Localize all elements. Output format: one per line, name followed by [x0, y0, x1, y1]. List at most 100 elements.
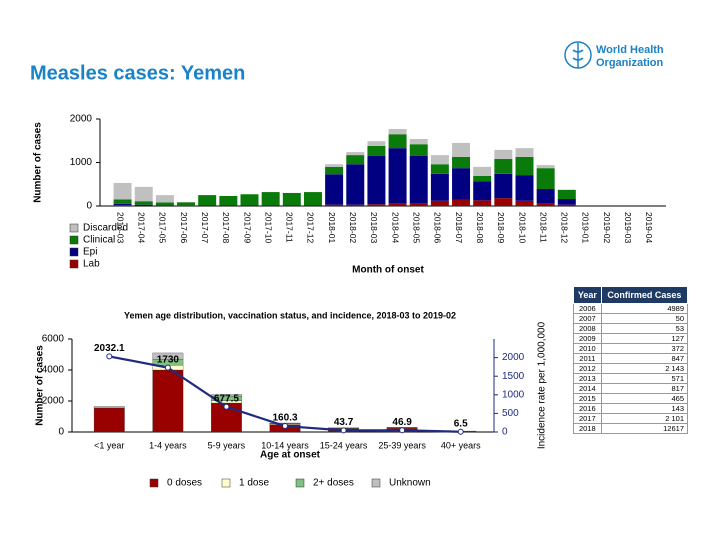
- table-cell: 847: [600, 353, 689, 364]
- x-tick-label: 2018-07: [454, 212, 464, 243]
- x-tick-label: 2019-03: [623, 212, 633, 243]
- bar-segment: [113, 199, 132, 204]
- x-axis-label: Age at onset: [260, 450, 321, 461]
- table-cell: 2 143: [600, 363, 689, 374]
- y-tick-label: 0: [86, 201, 92, 212]
- table-row: 2011 847: [573, 353, 689, 364]
- bar-segment: [211, 394, 242, 397]
- table-row: 2006 4989: [573, 303, 689, 314]
- bar-segment: [388, 148, 407, 204]
- x-tick-label: 2017-06: [179, 212, 189, 243]
- incidence-label: 6.5: [454, 418, 468, 429]
- incidence-point: [457, 428, 464, 435]
- x-tick-label: 2017-05: [158, 212, 168, 243]
- incidence-point: [340, 427, 347, 434]
- y2-tick-label: 0: [502, 427, 508, 438]
- bar-segment: [155, 202, 174, 206]
- bar-segment: [452, 199, 471, 206]
- table-cell: 2 101: [600, 413, 689, 424]
- y-tick-label: 4000: [42, 365, 65, 376]
- x-tick-label: 2018-02: [348, 212, 358, 243]
- x-tick-label: 5-9 years: [208, 440, 246, 450]
- bar-segment: [346, 152, 365, 156]
- bar-segment: [409, 155, 428, 204]
- legend-swatch: [371, 478, 381, 488]
- legend-swatch: [149, 478, 159, 488]
- bar-segment: [113, 182, 132, 200]
- bar-segment: [557, 189, 576, 200]
- bar-segment: [346, 155, 365, 165]
- y-axis-label: Number of cases: [35, 345, 46, 426]
- logo-text: World Health: [596, 44, 664, 56]
- table-cell: 2011: [573, 353, 602, 364]
- table-cell: 2010: [573, 343, 602, 354]
- bar-segment: [452, 156, 471, 169]
- table-cell: 2012: [573, 363, 602, 374]
- bar-segment: [515, 148, 534, 157]
- bar-segment: [473, 181, 492, 201]
- bar-segment: [409, 139, 428, 145]
- bar-segment: [494, 159, 513, 174]
- legend-swatch: [69, 259, 79, 269]
- x-tick-label: 40+ years: [441, 440, 481, 450]
- table-row: 2013 571: [573, 373, 689, 384]
- incidence-label: 43.7: [334, 417, 354, 428]
- bar-segment: [303, 192, 322, 206]
- x-tick-label: 2018-12: [560, 212, 570, 243]
- table-cell: 817: [600, 383, 689, 394]
- logo-text: Organization: [596, 57, 664, 69]
- x-tick-label: 2018-05: [411, 212, 421, 243]
- legend-label: Epi: [83, 247, 97, 258]
- logo-emblem: [564, 41, 592, 69]
- table-row: 2010 372: [573, 343, 689, 354]
- incidence-point: [399, 427, 406, 434]
- bar-segment: [388, 134, 407, 149]
- bar-segment: [473, 166, 492, 176]
- table-row: 2018 12617: [573, 423, 689, 434]
- bar-segment: [409, 203, 428, 206]
- x-tick-label: 2017-09: [242, 212, 252, 243]
- x-tick-label: <1 year: [94, 440, 124, 450]
- bar-segment: [452, 168, 471, 200]
- x-tick-label: 2018-09: [496, 212, 506, 243]
- y-tick-label: 6000: [42, 334, 65, 345]
- bar-segment: [388, 129, 407, 135]
- bar-segment: [134, 204, 153, 206]
- table-row: 2016 143: [573, 403, 689, 414]
- bar-segment: [367, 204, 386, 206]
- bar-segment: [219, 195, 238, 206]
- x-tick-label: 1-4 years: [149, 440, 187, 450]
- y2-tick-label: 1500: [502, 371, 525, 382]
- x-tick-label: 2019-04: [644, 212, 654, 243]
- x-tick-label: 2017-11: [285, 212, 295, 243]
- table-cell: 2007: [573, 313, 602, 324]
- y2-tick-label: 1000: [502, 389, 525, 400]
- table-cell: 2006: [573, 303, 602, 314]
- bar-segment: [557, 199, 576, 205]
- x-tick-label: 2017-04: [136, 212, 146, 243]
- legend-label: 2+ doses: [313, 478, 354, 489]
- incidence-label: 677.5: [214, 393, 239, 404]
- bar-segment: [93, 407, 125, 433]
- bar-segment: [177, 202, 196, 206]
- legend-swatch: [69, 247, 79, 257]
- bar-segment: [430, 200, 449, 206]
- table-cell: 4989: [600, 303, 689, 314]
- legend-swatch: [69, 223, 79, 233]
- incidence-point: [223, 403, 230, 410]
- bar-segment: [536, 203, 555, 206]
- table-cell: 143: [600, 403, 689, 414]
- bar-segment: [325, 166, 344, 175]
- bar-segment: [536, 165, 555, 169]
- bar-segment: [430, 173, 449, 201]
- bar-segment: [515, 175, 534, 201]
- table-header-cell: Confirmed Cases: [600, 286, 689, 304]
- legend-label: Discarded: [83, 223, 128, 234]
- x-tick-label: 2018-03: [369, 212, 379, 243]
- table-cell: 372: [600, 343, 689, 354]
- table-cell: 571: [600, 373, 689, 384]
- bar-segment: [346, 164, 365, 205]
- x-tick-label: 2017-03: [115, 212, 125, 243]
- incidence-label: 2032.1: [94, 343, 125, 354]
